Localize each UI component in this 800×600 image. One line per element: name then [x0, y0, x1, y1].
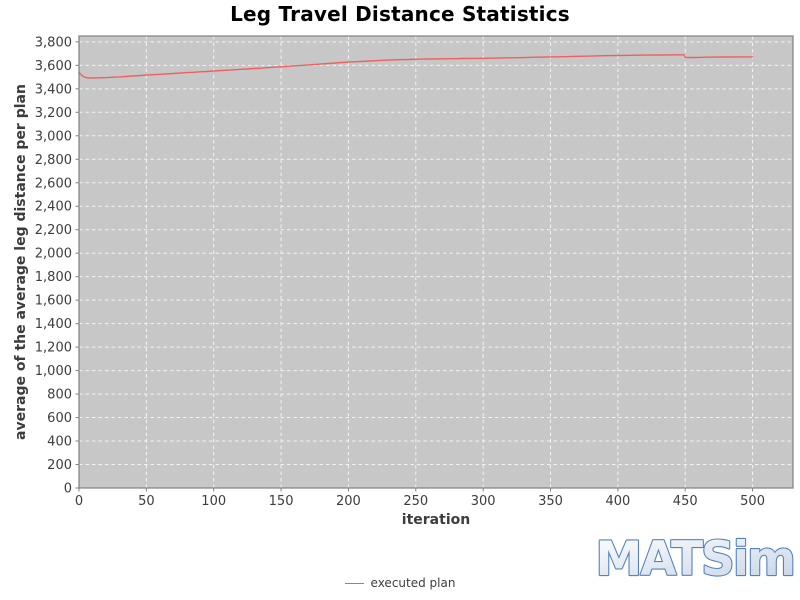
y-tick-label: 2,200 — [35, 223, 72, 238]
y-tick-label: 3,400 — [35, 82, 72, 97]
y-tick-label: 3,000 — [35, 129, 72, 144]
x-tick-label: 200 — [336, 494, 361, 509]
x-axis-label: iteration — [401, 512, 471, 528]
x-tick-label: 350 — [538, 494, 563, 509]
y-tick-label: 1,200 — [35, 341, 72, 356]
matsim-watermark: MATSim — [594, 532, 797, 588]
x-tick-label: 50 — [138, 494, 155, 509]
legend-line-marker — [344, 582, 364, 584]
legend-label: executed plan — [370, 576, 456, 590]
x-tick-label: 0 — [75, 494, 83, 509]
y-tick-label: 3,800 — [35, 35, 72, 50]
y-tick-label: 1,400 — [35, 317, 72, 332]
x-tick-label: 100 — [201, 494, 226, 509]
x-tick-label: 400 — [605, 494, 630, 509]
y-tick-label: 200 — [47, 458, 72, 473]
y-tick-label: 3,200 — [35, 106, 72, 121]
y-tick-label: 1,800 — [35, 270, 72, 285]
y-tick-label: 2,400 — [35, 200, 72, 215]
y-tick-label: 400 — [47, 435, 72, 450]
y-tick-label: 0 — [64, 482, 72, 497]
x-tick-label: 300 — [471, 494, 496, 509]
y-tick-label: 2,000 — [35, 247, 72, 262]
x-tick-label: 450 — [673, 494, 698, 509]
x-tick-label: 150 — [269, 494, 294, 509]
matsim-watermark-text: MATSim — [596, 532, 795, 587]
y-tick-label: 1,000 — [35, 364, 72, 379]
plot-background — [79, 36, 793, 488]
y-tick-label: 3,600 — [35, 59, 72, 74]
chart-title: Leg Travel Distance Statistics — [230, 2, 570, 26]
tick-labels: 0 200 400 600 800 1,000 1,200 1,400 1,600 1,800 2,… — [35, 35, 765, 509]
y-tick-label: 1,600 — [35, 294, 72, 309]
y-tick-label: 600 — [47, 411, 72, 426]
y-tick-label: 800 — [47, 388, 72, 403]
x-tick-label: 250 — [403, 494, 428, 509]
plot-border — [78, 35, 794, 489]
y-tick-label: 2,600 — [35, 176, 72, 191]
gridlines — [79, 36, 793, 488]
x-tick-label: 500 — [740, 494, 765, 509]
y-tick-label: 2,800 — [35, 153, 72, 168]
legend: executed plan — [0, 576, 800, 590]
series-line-executed-plan — [78, 54, 754, 79]
